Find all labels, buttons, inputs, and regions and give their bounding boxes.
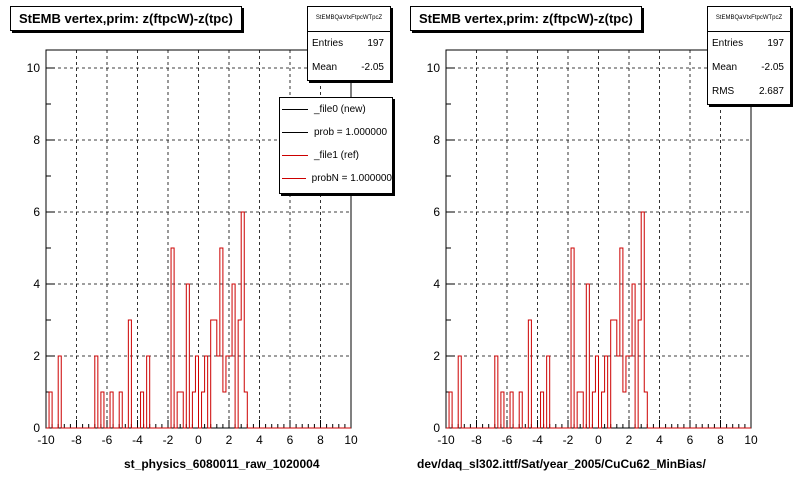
left-y-tick-label: 8 — [33, 133, 40, 147]
left-x-tick-label: -8 — [71, 433, 82, 447]
right-x-tick-label: -2 — [563, 433, 574, 447]
left-x-tick-label: 2 — [226, 433, 233, 447]
right-chart-title: StEMB vertex,prim: z(ftpcW)-z(tpc) — [410, 6, 642, 31]
left-x-tick-label: 6 — [287, 433, 294, 447]
left-y-tick-label: 6 — [33, 205, 40, 219]
right-y-tick-label: 8 — [433, 133, 440, 147]
left-y-tick-label: 4 — [33, 277, 40, 291]
right-stats-entries-row: Entries 197 — [712, 38, 784, 49]
left-x-tick-label: -4 — [132, 433, 143, 447]
right-stats-rms: 2.687 — [758, 86, 784, 97]
legend-item-probn: probN = 1.000000 — [280, 167, 392, 190]
right-x-tick-label: -6 — [502, 433, 513, 447]
left-stats-mean: -2.05 — [361, 62, 384, 73]
right-stats-name: StEMBQaVtxFtpcWTpcZ — [708, 7, 790, 32]
legend-line-black — [282, 132, 308, 133]
left-x-tick-label: 4 — [256, 433, 263, 447]
left-x-tick-label: 0 — [195, 433, 202, 447]
legend-item-file0: _file0 (new) — [280, 98, 392, 121]
right-stats-box: StEMBQaVtxFtpcWTpcZ Entries 197 Mean -2.05… — [707, 6, 791, 105]
right-x-tick-label: 10 — [744, 433, 758, 447]
left-y-tick-label: 2 — [33, 349, 40, 363]
right-x-tick-label: -4 — [532, 433, 543, 447]
right-x-tick-label: 4 — [656, 433, 663, 447]
legend-item-prob: prob = 1.000000 — [280, 121, 392, 144]
left-stats-box: StEMBQaVtxFtpcWTpcZ Entries 197 Mean -2.05 — [307, 6, 391, 81]
right-stats-entries: 197 — [767, 38, 784, 49]
left-x-tick-label: 8 — [317, 433, 324, 447]
left-chart-title: StEMB vertex,prim: z(ftpcW)-z(tpc) — [10, 6, 242, 31]
left-x-tick-label: -2 — [163, 433, 174, 447]
legend-line-red — [282, 178, 306, 179]
left-stats-mean-row: Mean -2.05 — [312, 62, 384, 73]
left-x-tick-label: -10 — [37, 433, 55, 447]
right-y-tick-label: 2 — [433, 349, 440, 363]
right-stats-mean: -2.05 — [761, 62, 784, 73]
left-y-tick-label: 0 — [33, 421, 40, 435]
left-y-tick-label: 10 — [27, 61, 41, 75]
right-x-tick-label: 0 — [595, 433, 602, 447]
right-stats-mean-row: Mean -2.05 — [712, 62, 784, 73]
legend-label-file1: _file1 (ref) — [314, 150, 360, 161]
left-x-axis-label: st_physics_6080011_raw_1020004 — [124, 457, 320, 471]
right-y-tick-label: 0 — [433, 421, 440, 435]
left-stats-entries-row: Entries 197 — [312, 38, 384, 49]
right-x-tick-label: 2 — [626, 433, 633, 447]
left-stats-name: StEMBQaVtxFtpcWTpcZ — [308, 7, 390, 32]
right-y-tick-label: 6 — [433, 205, 440, 219]
right-x-tick-label: 8 — [717, 433, 724, 447]
left-stats-entries: 197 — [367, 38, 384, 49]
left-histogram-series — [46, 211, 351, 429]
left-x-tick-label: 10 — [344, 433, 358, 447]
right-histogram-series — [446, 211, 751, 429]
right-x-tick-label: -10 — [437, 433, 455, 447]
legend-line-black — [282, 109, 308, 110]
legend-item-file1: _file1 (ref) — [280, 144, 392, 167]
legend-line-red — [282, 155, 308, 156]
legend-label-file0: _file0 (new) — [314, 104, 366, 115]
right-x-axis-label: dev/daq_sl302.ittf/Sat/year_2005/CuCu62_… — [417, 457, 706, 471]
left-x-tick-label: -6 — [102, 433, 113, 447]
legend-label-probn: probN = 1.000000 — [311, 173, 392, 184]
left-legend: _file0 (new) prob = 1.000000 _file1 (ref… — [279, 97, 393, 194]
right-y-tick-label: 4 — [433, 277, 440, 291]
right-y-tick-label: 10 — [427, 61, 441, 75]
right-stats-rms-row: RMS 2.687 — [712, 86, 784, 97]
legend-label-prob: prob = 1.000000 — [314, 127, 388, 138]
right-x-tick-label: -8 — [471, 433, 482, 447]
right-x-tick-label: 6 — [687, 433, 694, 447]
